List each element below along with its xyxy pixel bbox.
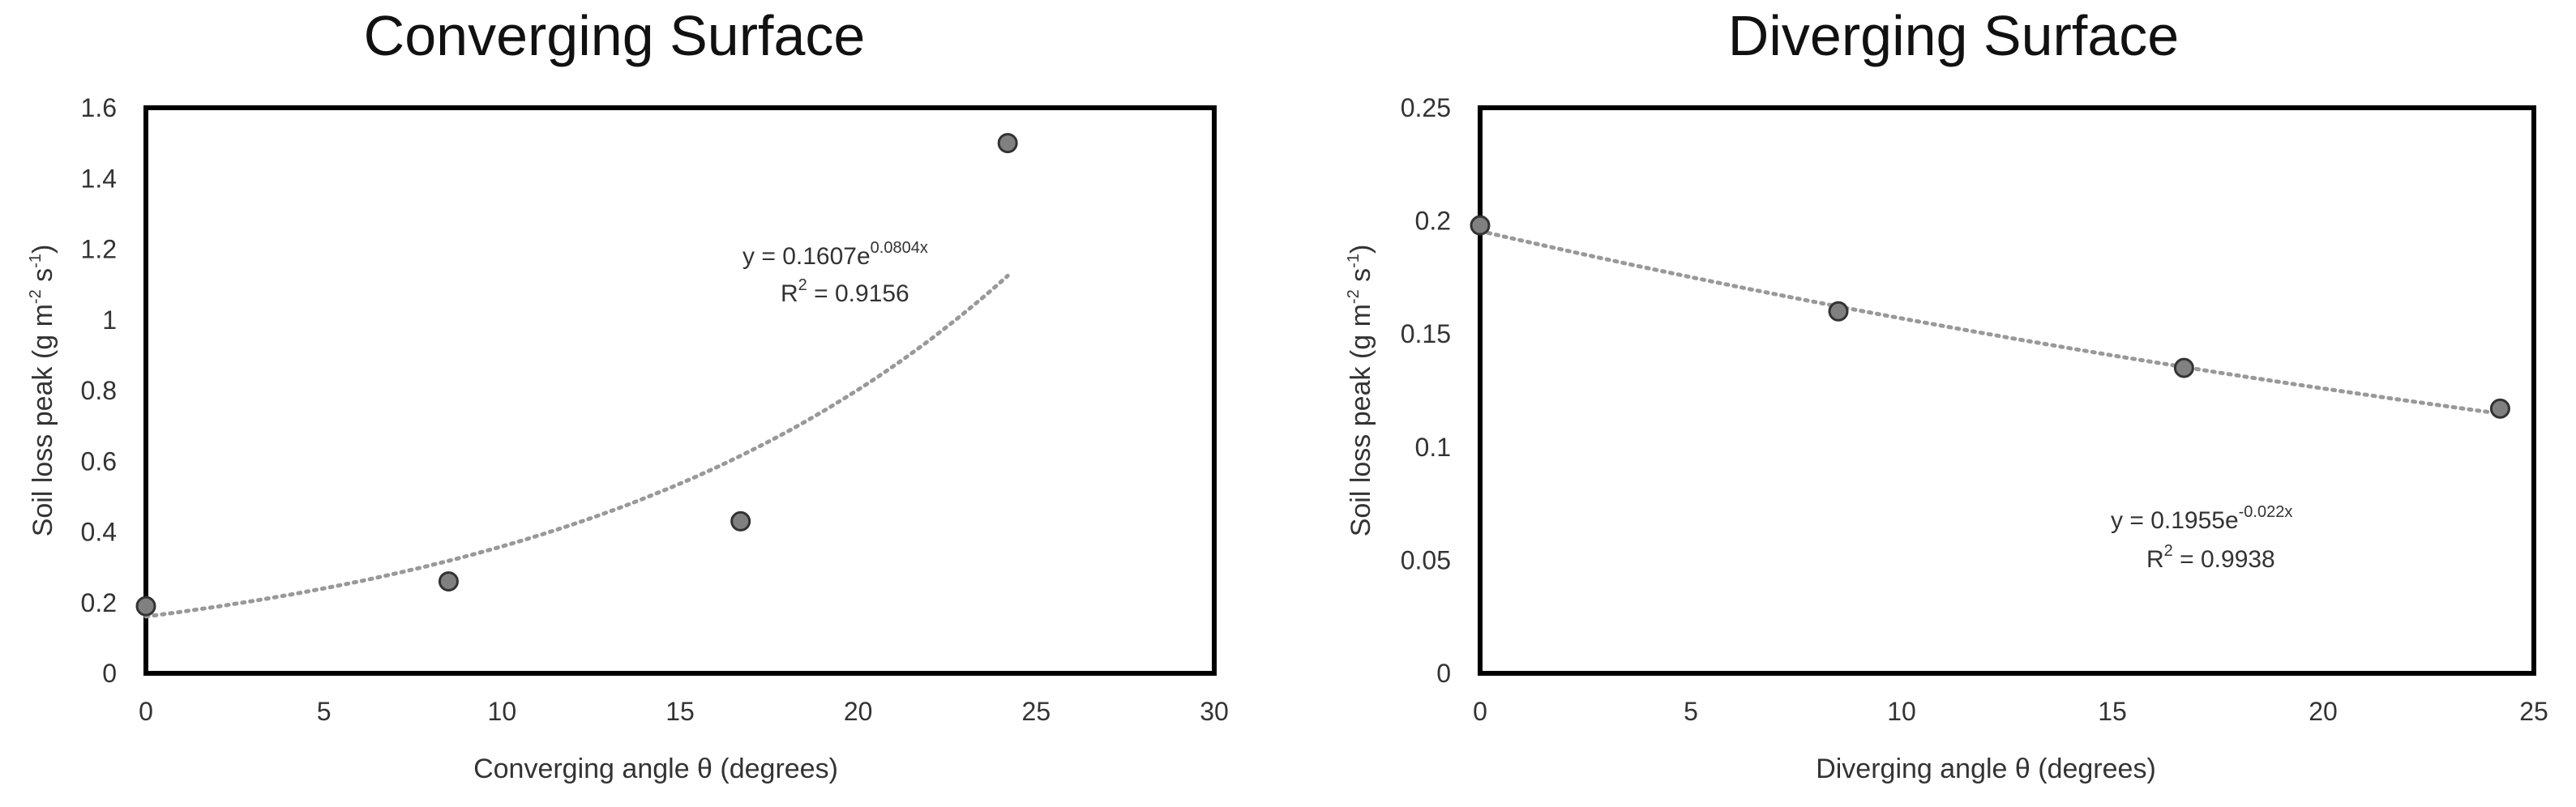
y-tick-label: 1.4 (81, 164, 117, 193)
plot-frame (143, 105, 1217, 676)
x-tick-labels: 0 5 10 15 20 25 (1473, 697, 2548, 726)
y-tick-labels: 0 0.05 0.1 0.15 0.2 0.25 (1401, 93, 1451, 688)
x-tick-label: 5 (1684, 697, 1698, 726)
x-tick-label: 20 (2309, 697, 2338, 726)
r-squared: R2 = 0.9156 (781, 276, 909, 307)
x-tick-label: 25 (2519, 697, 2548, 726)
chart-title: Converging Surface (364, 4, 866, 67)
y-tick-label: 0 (1436, 659, 1451, 688)
chart-title: Diverging Surface (1728, 4, 2179, 67)
x-tick-label: 10 (1887, 697, 1916, 726)
x-axis-label: Converging angle θ (degrees) (473, 754, 838, 784)
plot-frame (1478, 105, 2536, 676)
data-point (135, 596, 156, 617)
y-tick-label: 1.2 (81, 235, 117, 264)
y-tick-label: 0.15 (1401, 319, 1451, 348)
x-tick-label: 30 (1200, 697, 1229, 726)
trend-equation: y = 0.1607e0.0804x (742, 239, 928, 270)
diverging-surface-chart: Diverging Surface 0 0.05 0.1 0.15 0.2 0.25 0 5… (1345, 4, 2548, 784)
x-tick-label: 25 (1022, 697, 1051, 726)
y-tick-label: 0.1 (1415, 433, 1451, 462)
y-tick-label: 0.2 (81, 588, 117, 617)
converging-surface-chart: Converging Surface 0 0.2 0.4 0.6 0.8 1 1.2 1.4 1… (27, 4, 1229, 784)
data-points (135, 133, 1018, 617)
x-tick-label: 20 (844, 697, 873, 726)
data-point (1828, 301, 1849, 322)
x-tick-label: 0 (139, 697, 153, 726)
x-tick-label: 15 (665, 697, 695, 726)
x-axis-label: Diverging angle θ (degrees) (1816, 754, 2156, 784)
y-tick-label: 0.4 (81, 518, 117, 547)
y-tick-label: 0.8 (81, 376, 117, 405)
y-tick-label: 0.6 (81, 446, 117, 476)
trend-equation: y = 0.1955e-0.022x (2111, 503, 2292, 534)
data-point (1470, 215, 1491, 236)
y-tick-label: 0 (102, 659, 117, 688)
x-tick-label: 0 (1473, 697, 1487, 726)
trendline (143, 273, 1010, 619)
y-axis-label: Soil loss peak (g m-2 s-1) (1345, 245, 1376, 537)
data-points (1470, 215, 2510, 419)
x-tick-label: 10 (488, 697, 517, 726)
data-point (438, 571, 459, 592)
y-tick-label: 0.2 (1415, 207, 1451, 236)
y-tick-label: 1 (102, 305, 117, 335)
x-tick-label: 5 (317, 697, 332, 726)
data-point (2489, 398, 2510, 419)
x-tick-labels: 0 5 10 15 20 25 30 (139, 697, 1229, 726)
data-point (730, 510, 751, 532)
y-tick-label: 0.25 (1401, 93, 1451, 122)
y-tick-label: 1.6 (81, 93, 117, 122)
data-point (997, 133, 1018, 154)
data-point (2173, 357, 2194, 378)
y-tick-labels: 0 0.2 0.4 0.6 0.8 1 1.2 1.4 1.6 (81, 93, 117, 688)
r-squared: R2 = 0.9938 (2146, 542, 2275, 573)
x-tick-label: 15 (2098, 697, 2127, 726)
y-tick-label: 0.05 (1401, 545, 1451, 574)
trendline (1478, 228, 2502, 416)
y-axis-label: Soil loss peak (g m-2 s-1) (27, 245, 58, 537)
